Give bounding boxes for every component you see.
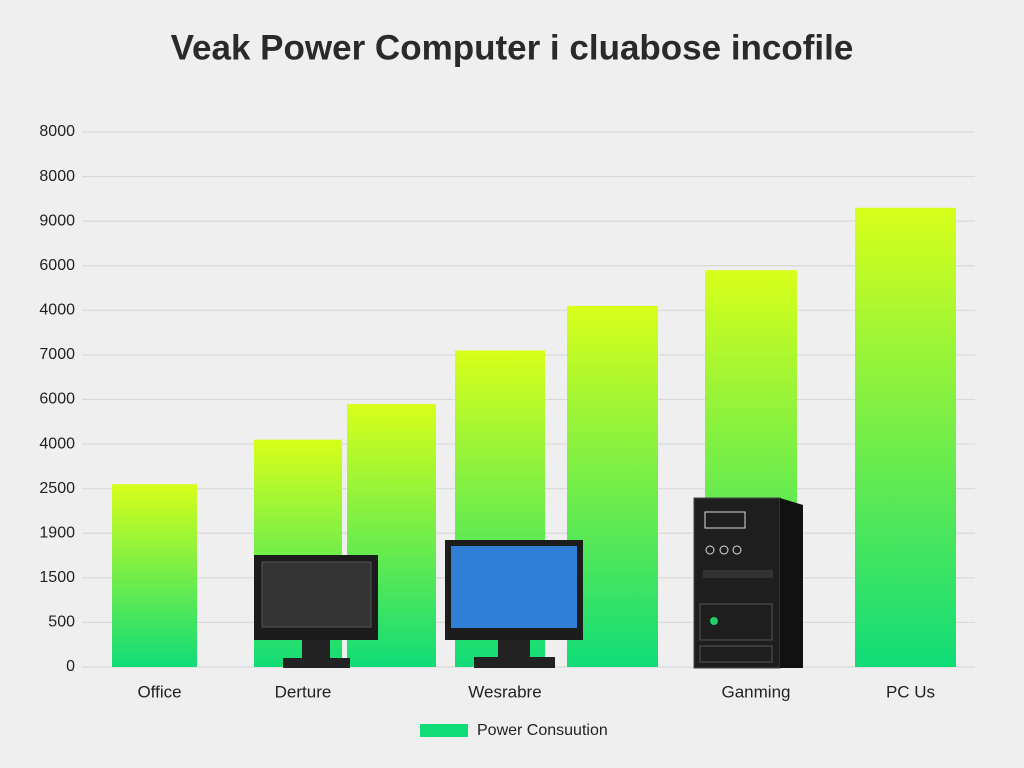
bar xyxy=(855,207,956,667)
y-tick-label: 1500 xyxy=(39,569,75,586)
x-tick-label: Wesrabre xyxy=(468,682,541,701)
x-tick-label: Office xyxy=(137,682,181,701)
x-tick-label: Derture xyxy=(275,682,332,701)
y-tick-label: 4000 xyxy=(39,302,75,319)
legend-swatch xyxy=(420,724,468,737)
tower-icon xyxy=(693,497,803,669)
y-tick-label: 6000 xyxy=(39,391,75,408)
x-tick-label: Ganming xyxy=(722,682,791,701)
legend-label: Power Consuution xyxy=(477,722,608,739)
y-tick-label: 8000 xyxy=(39,123,75,140)
y-tick-label: 4000 xyxy=(39,435,75,452)
chart-title: Veak Power Computer i cluabose incofile xyxy=(171,28,854,67)
monitor-icon xyxy=(445,540,583,668)
icons xyxy=(254,497,803,669)
y-tick-label: 0 xyxy=(66,658,75,675)
y-tick-label: 7000 xyxy=(39,346,75,363)
y-tick-label: 8000 xyxy=(39,168,75,185)
x-tick-label: PC Us xyxy=(886,682,935,701)
y-tick-label: 9000 xyxy=(39,212,75,229)
y-tick-label: 500 xyxy=(48,614,75,631)
y-tick-label: 1900 xyxy=(39,524,75,541)
y-tick-label: 6000 xyxy=(39,257,75,274)
monitor-icon xyxy=(254,555,378,668)
y-tick-label: 2500 xyxy=(39,480,75,497)
bars xyxy=(112,207,956,667)
legend: Power Consuution xyxy=(420,722,608,739)
bar xyxy=(112,484,197,667)
